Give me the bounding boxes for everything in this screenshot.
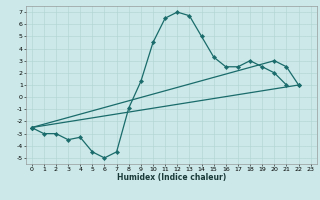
X-axis label: Humidex (Indice chaleur): Humidex (Indice chaleur) — [116, 173, 226, 182]
